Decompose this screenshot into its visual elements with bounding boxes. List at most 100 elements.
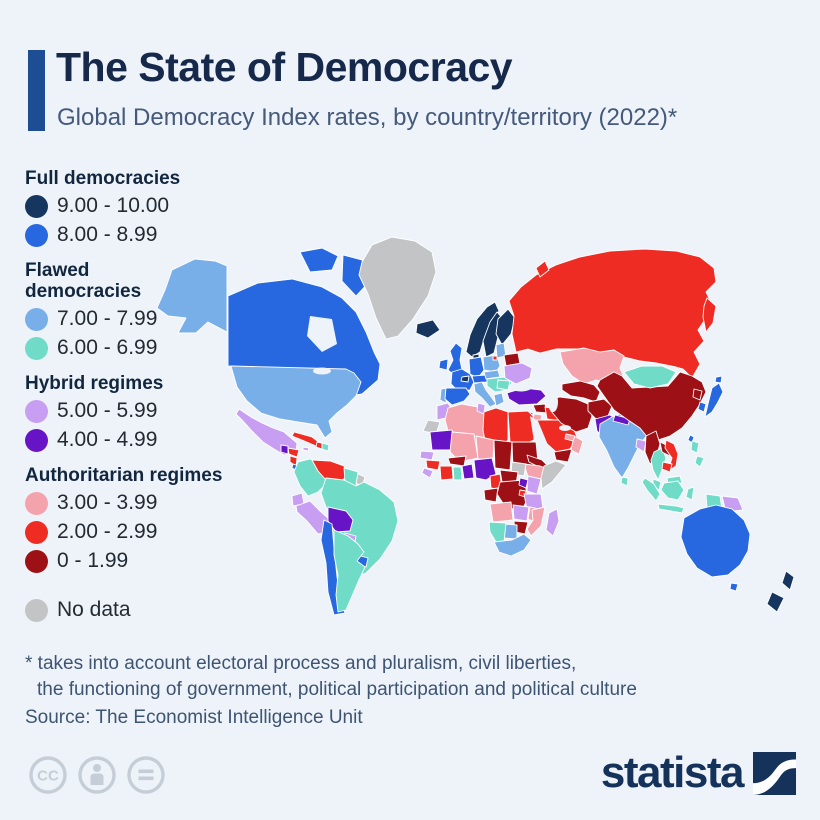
country-norway <box>465 301 500 358</box>
country-south-africa <box>493 533 532 557</box>
legend-item: 4.00 - 4.99 <box>25 428 222 452</box>
country-guatemala <box>280 444 289 455</box>
country-sierra-leone <box>421 467 434 479</box>
country-japan-hokkaido <box>714 375 723 384</box>
legend-item: 7.00 - 7.99 <box>25 307 222 331</box>
footnote-line1: * takes into account electoral process a… <box>25 653 577 674</box>
lake-great-lakes <box>313 367 331 375</box>
legend-range-label: 0 - 1.99 <box>57 549 129 572</box>
nd-equals-icon <box>127 756 165 794</box>
country-ivory-coast <box>439 465 454 481</box>
country-russia-kamchatka <box>702 297 717 333</box>
country-philippines-south <box>694 455 705 468</box>
country-usa <box>230 365 362 439</box>
country-spain <box>444 387 471 406</box>
country-mongolia <box>623 365 677 389</box>
country-somalia <box>540 460 567 490</box>
legend-group-full-democracies: Full democracies 9.00 - 10.00 8.00 - 8.9… <box>25 168 222 247</box>
legend-group-label: Authoritarian regimes <box>25 465 223 486</box>
country-moldova-romania <box>496 379 511 391</box>
legend-group-hybrid-regimes: Hybrid regimes 5.00 - 5.99 4.00 - 4.99 <box>25 373 222 452</box>
country-finland <box>495 308 516 346</box>
legend-range-label: 2.00 - 2.99 <box>57 520 158 543</box>
legend-range-label: 8.00 - 8.99 <box>57 223 158 246</box>
country-novaya-zemlya <box>535 260 550 278</box>
country-guinea <box>425 459 441 471</box>
country-greenland <box>358 236 437 340</box>
cc-icon: CC <box>29 756 67 794</box>
country-ghana <box>452 466 463 481</box>
legend-item-no-data: No data <box>25 598 222 622</box>
country-iran <box>547 396 593 433</box>
country-north-korea <box>692 388 703 401</box>
legend-group-label: Hybrid regimes <box>25 373 164 394</box>
country-tasmania <box>729 582 739 592</box>
legend-range-label: 3.00 - 3.99 <box>57 491 158 514</box>
country-philippines <box>690 440 700 454</box>
legend-item: 0 - 1.99 <box>25 549 222 573</box>
source-line: Source: The Economist Intelligence Unit <box>25 707 363 728</box>
country-mali <box>449 431 479 463</box>
country-mozambique <box>526 506 546 537</box>
legend-swatch <box>25 491 48 515</box>
country-new-zealand-south <box>766 591 785 613</box>
country-oman <box>570 435 584 455</box>
legend-swatch <box>25 399 48 423</box>
legend-group-flawed-democracies: Flawed democracies 7.00 - 7.99 6.00 - 6.… <box>25 260 222 360</box>
country-cambodia <box>661 461 673 473</box>
country-madagascar <box>545 508 560 537</box>
country-china <box>596 371 707 441</box>
country-ukraine <box>503 362 533 385</box>
statista-logo-mark <box>753 751 796 795</box>
sea-caspian <box>548 392 558 412</box>
country-chad <box>493 439 513 471</box>
country-haiti <box>315 441 323 450</box>
country-namibia <box>488 521 507 543</box>
legend-swatch <box>25 223 48 247</box>
legend: Full democracies 9.00 - 10.00 8.00 - 8.9… <box>25 168 222 627</box>
legend-group-label: Full democracies <box>25 168 181 189</box>
legend-swatch <box>25 428 48 452</box>
svg-text:CC: CC <box>37 768 59 785</box>
country-yemen <box>553 448 573 463</box>
legend-swatch <box>25 194 48 218</box>
country-new-zealand-north <box>781 570 795 591</box>
country-vietnam <box>664 439 679 472</box>
country-indonesia-sulawesi <box>685 486 695 501</box>
sea-persian-gulf <box>559 425 571 431</box>
page-title: The State of Democracy <box>56 44 513 90</box>
country-dominican-republic <box>321 442 330 452</box>
country-greece <box>493 392 505 407</box>
country-zambia <box>512 504 530 522</box>
attribution-person-icon <box>78 756 116 794</box>
legend-swatch <box>25 520 48 544</box>
country-switzerland <box>460 375 470 383</box>
country-ireland <box>438 358 449 371</box>
legend-item: 2.00 - 2.99 <box>25 520 222 544</box>
sea-black-sea <box>510 382 532 392</box>
statista-logo: statista <box>601 748 796 798</box>
country-angola <box>489 501 514 523</box>
legend-group-authoritarian-regimes: Authoritarian regimes 3.00 - 3.99 2.00 -… <box>25 465 222 573</box>
country-sri-lanka <box>620 476 629 487</box>
legend-swatch <box>25 549 48 573</box>
country-australia <box>680 504 751 578</box>
country-kenya <box>526 475 542 495</box>
sea-red-sea <box>530 416 550 455</box>
legend-group-label: Flawed democracies <box>25 260 142 302</box>
footnote-line2: the functioning of government, political… <box>37 679 637 700</box>
country-bolivia <box>327 506 354 533</box>
country-japan <box>704 382 724 418</box>
country-argentina <box>333 529 366 613</box>
country-indonesia-sumatra <box>641 477 661 502</box>
country-uae <box>564 433 576 442</box>
country-kaliningrad <box>492 355 498 361</box>
country-indonesia-borneo <box>660 480 685 501</box>
legend-range-label: No data <box>57 598 131 621</box>
legend-swatch <box>25 307 48 331</box>
cc-license: CC <box>28 755 166 795</box>
country-egypt <box>507 410 535 445</box>
legend-swatch <box>25 598 48 622</box>
